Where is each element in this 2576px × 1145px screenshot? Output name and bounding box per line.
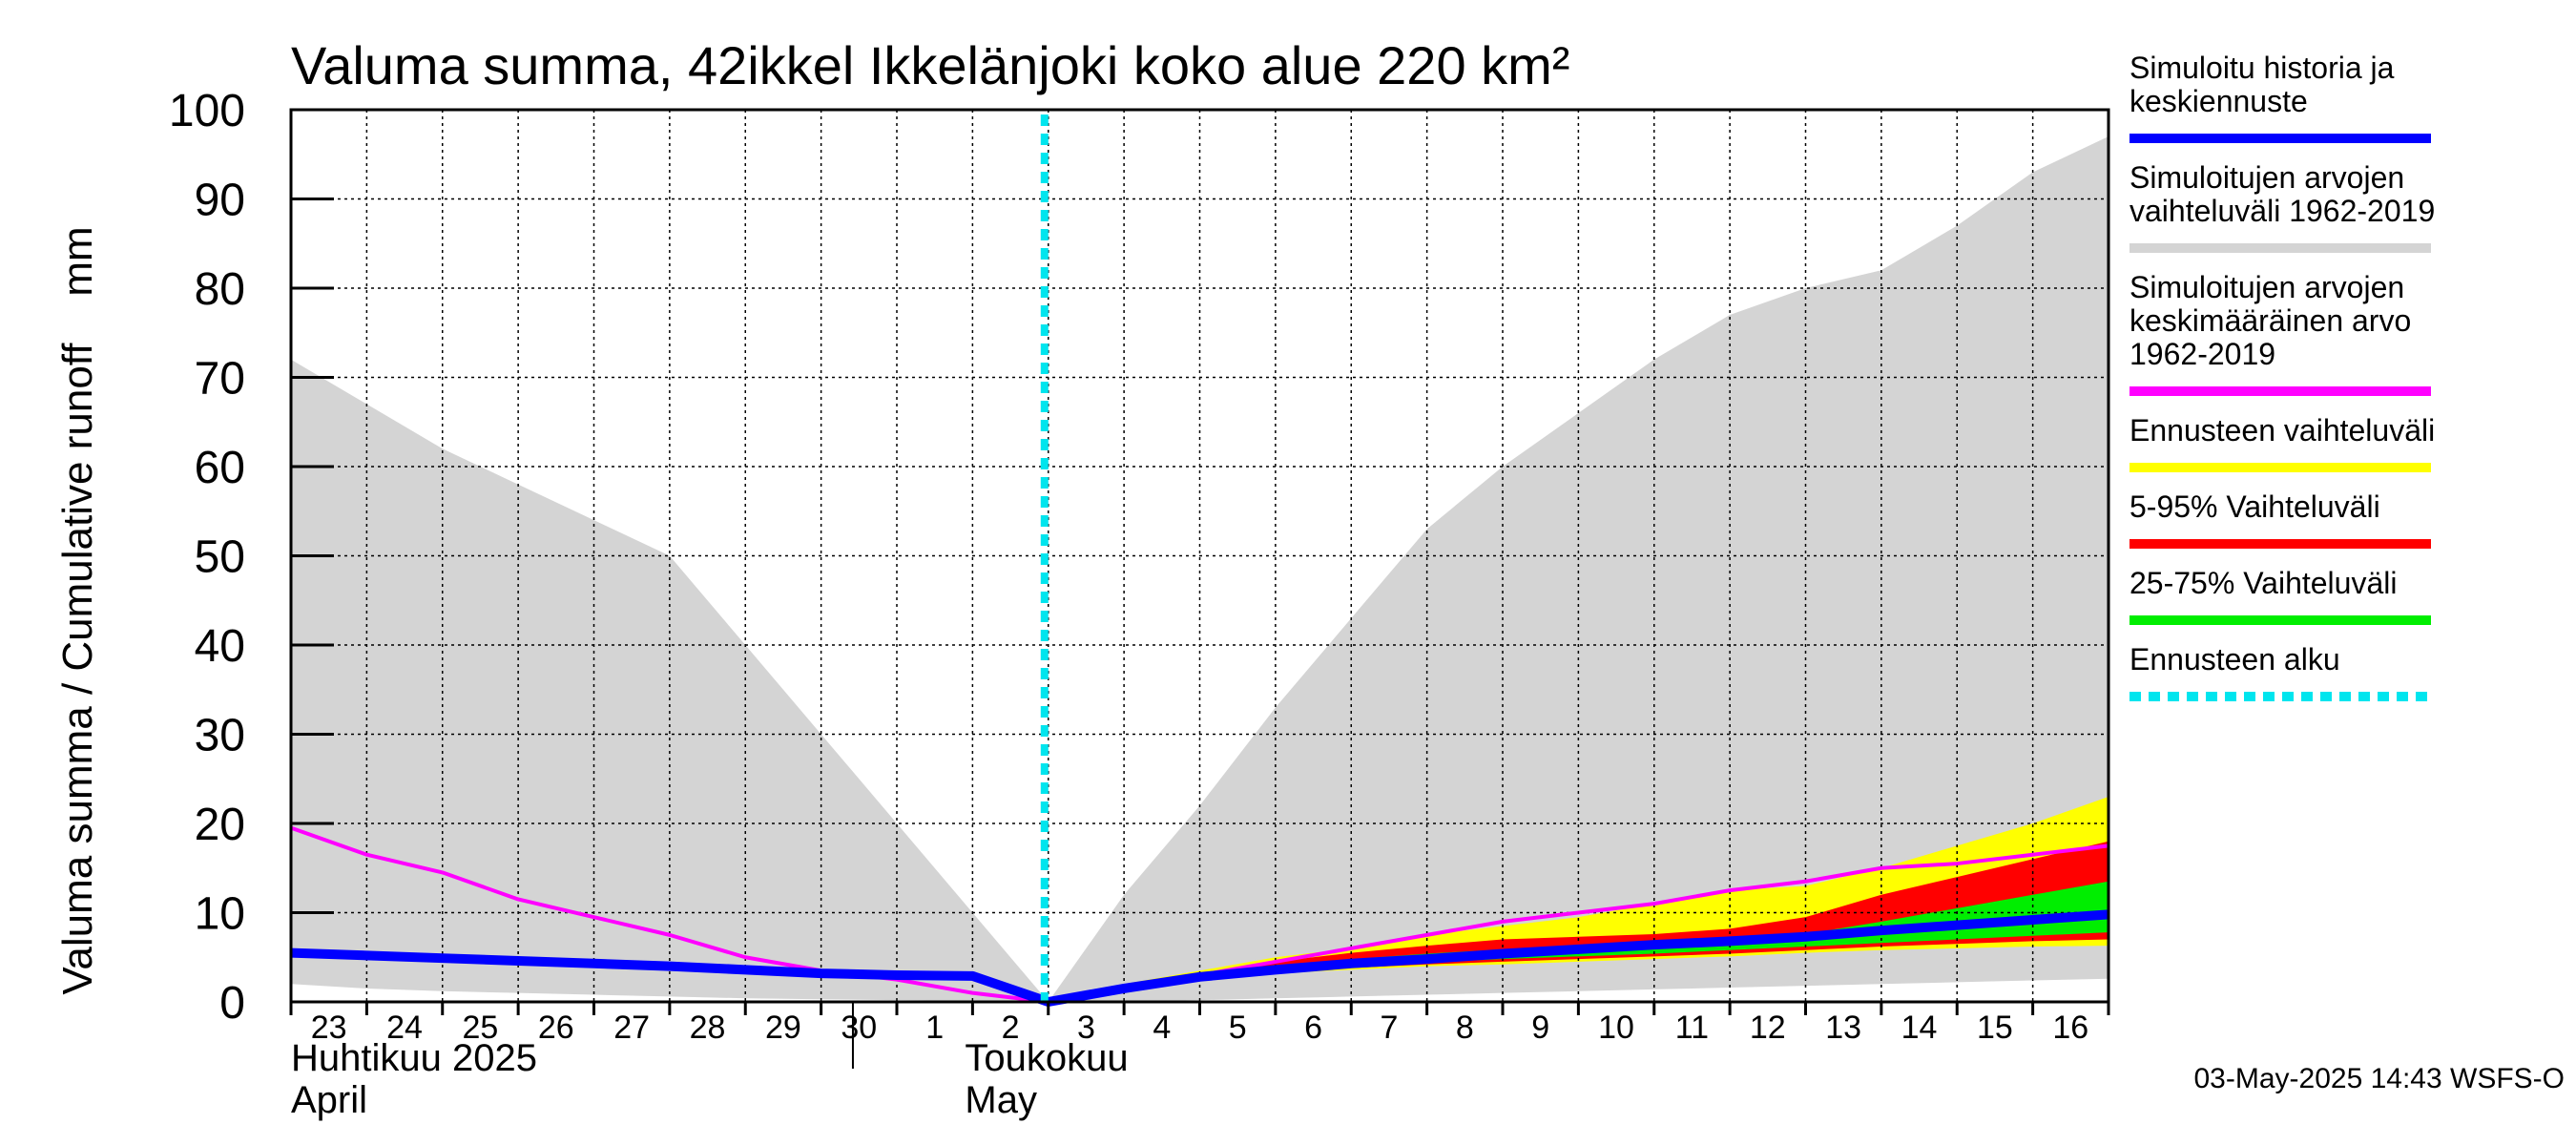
x-tick-label: 12 [1750,1010,1786,1046]
month-label-en: April [291,1079,367,1121]
x-tick-label: 23 [311,1010,347,1046]
legend-label: Simuloitujen arvojen [2129,270,2404,304]
x-tick-label: 4 [1153,1010,1171,1046]
x-tick-label: 5 [1229,1010,1247,1046]
x-tick-label: 30 [841,1010,877,1046]
y-axis-label: Valuma summa / Cumulative runoff mm [54,226,101,994]
series-line-1 [290,909,2109,1007]
legend-item: 25-75% Vaihteluväli [2129,566,2431,625]
x-tick-label: 24 [386,1010,423,1046]
y-tick-label: 80 [195,264,245,315]
y-tick-label: 90 [195,176,245,226]
legend-label: keskiennuste [2129,84,2308,118]
x-tick-label: 28 [690,1010,726,1046]
band-2 [1048,841,2109,1002]
legend-label: 5-95% Vaihteluväli [2129,489,2380,524]
y-tick-label: 40 [195,621,245,672]
x-tick-label: 7 [1380,1010,1398,1046]
legend-label: Ennusteen alku [2129,642,2340,677]
legend-item: 5-95% Vaihteluväli [2129,489,2431,549]
y-tick-label: 100 [169,86,245,136]
y-tick-label: 60 [195,443,245,493]
legend: Simuloitu historia jakeskiennusteSimuloi… [2129,51,2435,701]
x-tick-labels: 23 24 25 26 27 28 29 30 1 2 3 4 5 6 7 8 9 10 11 12 13 14 15 16 [311,1010,2088,1046]
month-label-en: May [965,1079,1037,1121]
y-tick-label: 10 [195,889,245,940]
x-tick-label: 6 [1304,1010,1322,1046]
axes [289,108,2110,1069]
legend-label: Simuloitu historia ja [2129,51,2395,85]
legend-label: Simuloitujen arvojen [2129,160,2404,195]
y-tick-label: 30 [195,711,245,761]
timestamp-footer: 03-May-2025 14:43 WSFS-O [2194,1063,2566,1094]
x-tick-label: 15 [1977,1010,2013,1046]
x-tick-label: 2 [1002,1010,1020,1046]
legend-label: 1962-2019 [2129,337,2275,371]
legend-label: keskimääräinen arvo [2129,303,2411,338]
y-tick-label: 70 [195,354,245,405]
x-tick-label: 8 [1456,1010,1474,1046]
x-tick-label: 3 [1077,1010,1095,1046]
legend-item: Ennusteen vaihteluväli [2129,413,2435,472]
legend-item: Ennusteen alku [2129,642,2431,701]
legend-label: 25-75% Vaihteluväli [2129,566,2397,600]
y-tick-label: 0 [219,978,245,1029]
month-label-fi: Huhtikuu 2025 [291,1037,537,1079]
y-tick-label: 50 [195,532,245,583]
band-1 [1048,796,2109,1002]
x-tick-label: 29 [765,1010,801,1046]
x-tick-label: 11 [1675,1010,1709,1046]
x-tick-label: 27 [613,1010,650,1046]
grid-lines [290,109,2109,1003]
month-label-fi: Toukokuu [965,1037,1128,1079]
x-tick-label: 10 [1598,1010,1634,1046]
y-tick-labels: 0 10 20 30 40 50 60 70 80 90 100 [169,86,245,1029]
band-3 [1048,881,2109,1002]
y-tick-label: 20 [195,800,245,850]
x-tick-label: 16 [2052,1010,2088,1046]
legend-label: vaihteluväli 1962-2019 [2129,194,2435,228]
x-tick-label: 13 [1825,1010,1861,1046]
chart-title: Valuma summa, 42ikkel Ikkelänjoki koko a… [291,35,1569,95]
x-tick-label: 14 [1901,1010,1938,1046]
x-tick-label: 26 [538,1010,574,1046]
series-lines [290,114,2109,1007]
x-tick-label: 25 [463,1010,499,1046]
x-tick-label: 1 [925,1010,944,1046]
x-tick-label: 9 [1531,1010,1549,1046]
legend-label: Ennusteen vaihteluväli [2129,413,2435,448]
